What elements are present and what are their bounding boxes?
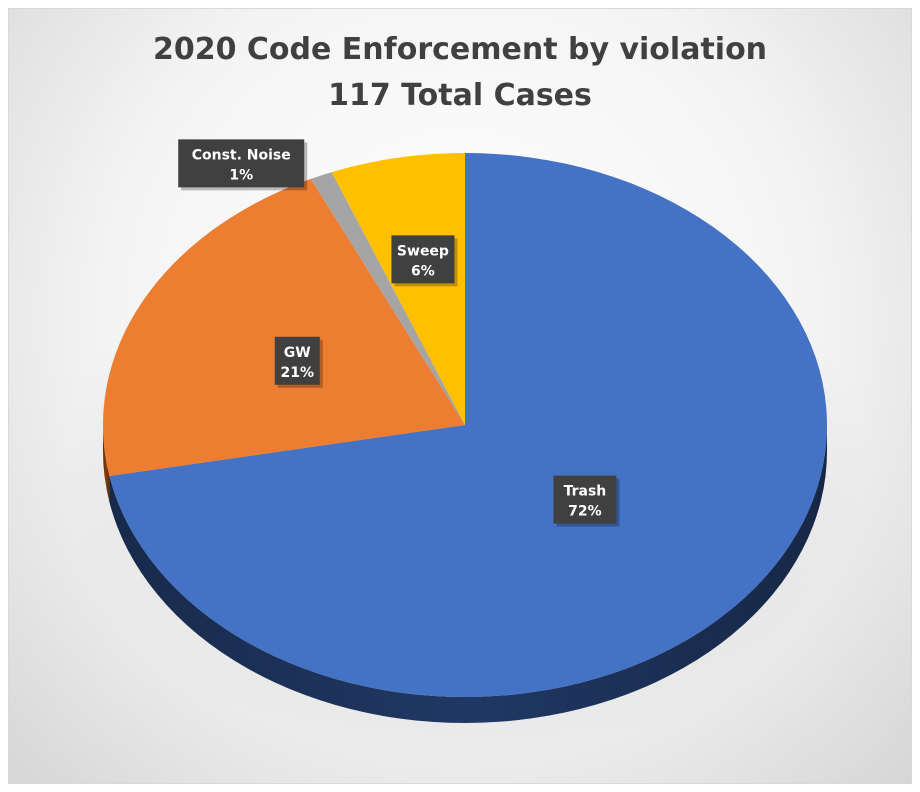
data-label-box-trash xyxy=(553,475,617,524)
data-label-category-sweep: Sweep xyxy=(397,243,449,259)
chart-subtitle: 117 Total Cases xyxy=(328,78,592,113)
pie-slice-trash xyxy=(109,153,828,698)
data-label-percent-gw: 21% xyxy=(281,365,315,381)
pie-side-shade xyxy=(103,425,110,502)
data-label-percent-trash: 72% xyxy=(568,504,602,520)
pie-slice-gw xyxy=(102,178,465,476)
chart-title: 2020 Code Enforcement by violation xyxy=(152,32,768,67)
data-label-category-const-noise: Const. Noise xyxy=(192,147,291,163)
data-label-box-const-noise xyxy=(178,139,305,188)
data-label-box-gw xyxy=(274,336,320,385)
pie-slice-sweep xyxy=(331,153,465,425)
data-label-box-sweep xyxy=(391,235,455,284)
data-label-category-gw: GW xyxy=(284,345,311,361)
data-label-percent-const-noise: 1% xyxy=(229,167,253,183)
pie-slice-const-noise xyxy=(310,172,465,425)
data-label-category-trash: Trash xyxy=(564,484,607,500)
data-label-percent-sweep: 6% xyxy=(411,263,435,279)
